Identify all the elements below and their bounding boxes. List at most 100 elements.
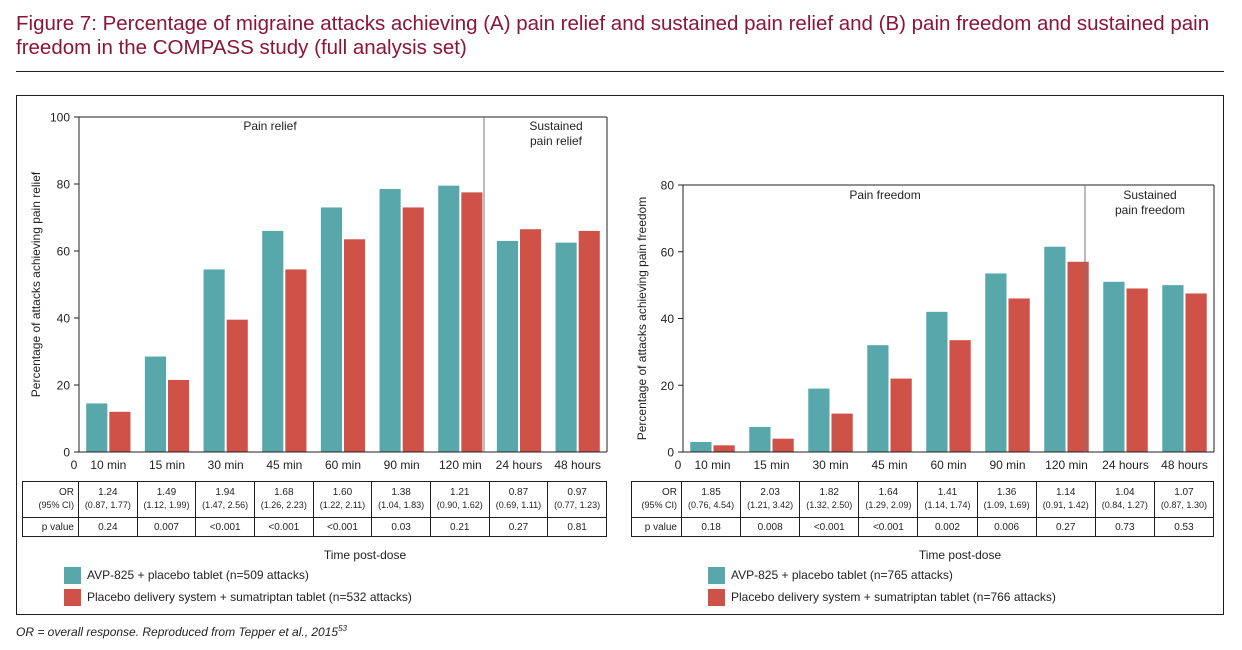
- bar-placebo-a: [109, 411, 131, 452]
- x-axis-title-a: Time post-dose: [323, 548, 407, 562]
- or-row: OR (95% CI) 1.85 (0.76, 4.54) 2.03 (1.21, 3…: [631, 481, 1215, 518]
- bar-avp-b: [926, 311, 948, 452]
- p-cell: <0.001: [799, 517, 860, 537]
- or-cell: 1.14 (0.91, 1.42): [1035, 481, 1096, 518]
- bar-avp-a: [438, 185, 460, 453]
- or-cell: 0.97 (0.77, 1.23): [547, 481, 607, 518]
- p-cell: 0.007: [136, 517, 197, 537]
- bar-placebo-b: [713, 445, 735, 452]
- footnote-ref: 53: [338, 624, 347, 633]
- y-tick-label-a: 100: [50, 111, 70, 125]
- bar-avp-b: [1162, 285, 1184, 452]
- legend-a: AVP-825 + placebo tablet (n=509 attacks)…: [64, 564, 412, 608]
- or-cell: 1.64 (1.29, 2.09): [858, 481, 919, 518]
- bar-placebo-a: [226, 319, 248, 452]
- or-cell: 1.82 (1.32, 2.50): [799, 481, 860, 518]
- legend-swatch-placebo: [708, 588, 725, 606]
- bar-avp-b: [1044, 246, 1066, 452]
- bar-avp-b: [985, 273, 1007, 452]
- or-cell: 1.07 (0.87, 1.30): [1153, 481, 1215, 518]
- bar-avp-a: [320, 207, 342, 452]
- bar-placebo-b: [1008, 298, 1030, 452]
- bar-avp-b: [808, 388, 830, 452]
- p-cell: 0.73: [1094, 517, 1155, 537]
- or-cell: 1.36 (1.09, 1.69): [976, 481, 1037, 518]
- or-cell: 1.21 (0.90, 1.62): [429, 481, 490, 518]
- x-tick-label-a: 24 hours: [496, 458, 543, 472]
- or-table-a: OR (95% CI) 1.24 (0.87, 1.77) 1.49 (1.12, 1…: [22, 481, 607, 537]
- bar-avp-a: [379, 189, 401, 452]
- x-tick-label-b: 120 min: [1045, 458, 1088, 472]
- y-tick-label-a: 20: [57, 379, 71, 393]
- footnote: OR = overall response. Reproduced from T…: [16, 624, 347, 639]
- legend-swatch-placebo: [64, 588, 81, 606]
- p-cell: <0.001: [312, 517, 373, 537]
- or-cell: 1.94 (1.47, 2.56): [195, 481, 255, 518]
- x-tick-label-a: 60 min: [325, 458, 361, 472]
- x-tick-label-a: 90 min: [384, 458, 420, 472]
- p-cell: 0.27: [1035, 517, 1096, 537]
- section-label-b: Pain freedom: [849, 188, 920, 202]
- bar-placebo-b: [890, 378, 912, 452]
- x-tick-label-b: 45 min: [871, 458, 907, 472]
- figure-title: Figure 7: Percentage of migraine attacks…: [16, 12, 1210, 59]
- legend-swatch-avp: [708, 566, 725, 584]
- legend-label: AVP-825 + placebo tablet (n=509 attacks): [87, 568, 309, 582]
- or-cell: 1.60 (1.22, 2.11): [312, 481, 373, 518]
- bar-avp-a: [262, 230, 284, 452]
- x-tick-label-b: 60 min: [930, 458, 966, 472]
- bar-avp-a: [555, 242, 577, 452]
- bar-avp-b: [867, 345, 889, 452]
- legend-item-avp: AVP-825 + placebo tablet (n=765 attacks): [708, 564, 1056, 586]
- x-tick-label-a: 120 min: [439, 458, 482, 472]
- figure-frame: [16, 95, 1224, 615]
- legend-item-avp: AVP-825 + placebo tablet (n=509 attacks): [64, 564, 412, 586]
- x-tick-label-b: 24 hours: [1102, 458, 1149, 472]
- x-tick-label-a: 10 min: [90, 458, 126, 472]
- or-cell: 1.24 (0.87, 1.77): [78, 481, 138, 518]
- legend-item-placebo: Placebo delivery system + sumatriptan ta…: [64, 586, 412, 608]
- bar-placebo-a: [344, 239, 366, 452]
- p-cell: 0.24: [78, 517, 138, 537]
- bar-avp-b: [749, 426, 771, 452]
- or-cell: 1.04 (0.84, 1.27): [1094, 481, 1155, 518]
- bar-avp-a: [203, 269, 225, 452]
- section-label-a: Sustained: [529, 119, 582, 133]
- or-cell: 0.87 (0.69, 1.11): [488, 481, 549, 518]
- y-tick-label-b: 20: [661, 379, 675, 393]
- y-axis-title-a: Percentage of attacks achieving pain rel…: [29, 171, 43, 397]
- p-cell: 0.27: [488, 517, 549, 537]
- bar-avp-b: [1103, 281, 1125, 452]
- legend-swatch-avp: [64, 566, 81, 584]
- legend-label: Placebo delivery system + sumatriptan ta…: [731, 590, 1056, 604]
- section-label-a: Pain relief: [243, 119, 297, 133]
- y-tick-label-b: 40: [661, 312, 675, 326]
- y-axis-title-b: Percentage of attacks achieving pain fre…: [635, 197, 649, 440]
- x-tick-label-a: 30 min: [208, 458, 244, 472]
- bar-placebo-a: [402, 207, 424, 452]
- y-tick-label-a: 80: [57, 178, 71, 192]
- bar-avp-a: [86, 403, 108, 452]
- p-cell: 0.81: [547, 517, 607, 537]
- legend-label: AVP-825 + placebo tablet (n=765 attacks): [731, 568, 953, 582]
- x-origin-label-a: 0: [71, 458, 78, 472]
- or-cell: 1.49 (1.12, 1.99): [136, 481, 197, 518]
- bar-placebo-a: [520, 229, 542, 452]
- y-tick-label-a: 40: [57, 312, 71, 326]
- x-origin-label-b: 0: [675, 458, 682, 472]
- or-row: OR (95% CI) 1.24 (0.87, 1.77) 1.49 (1.12, 1…: [22, 481, 607, 518]
- x-tick-label-b: 15 min: [753, 458, 789, 472]
- bar-placebo-b: [1067, 261, 1089, 452]
- p-cell: 0.002: [917, 517, 978, 537]
- p-row-label: p value: [22, 517, 79, 537]
- x-tick-label-b: 10 min: [694, 458, 730, 472]
- x-tick-label-b: 90 min: [989, 458, 1025, 472]
- bar-placebo-a: [461, 192, 483, 452]
- bar-avp-a: [496, 240, 518, 452]
- p-cell: 0.008: [740, 517, 801, 537]
- bar-avp-a: [144, 356, 166, 452]
- y-tick-label-b: 0: [667, 446, 674, 460]
- p-value-row: p value 0.24 0.007 <0.001 <0.001 <0.001 …: [22, 517, 607, 537]
- legend-item-placebo: Placebo delivery system + sumatriptan ta…: [708, 586, 1056, 608]
